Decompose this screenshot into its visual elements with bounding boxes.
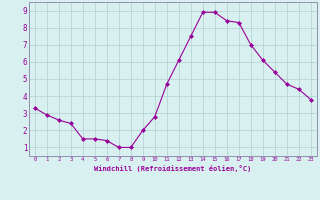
- X-axis label: Windchill (Refroidissement éolien,°C): Windchill (Refroidissement éolien,°C): [94, 165, 252, 172]
